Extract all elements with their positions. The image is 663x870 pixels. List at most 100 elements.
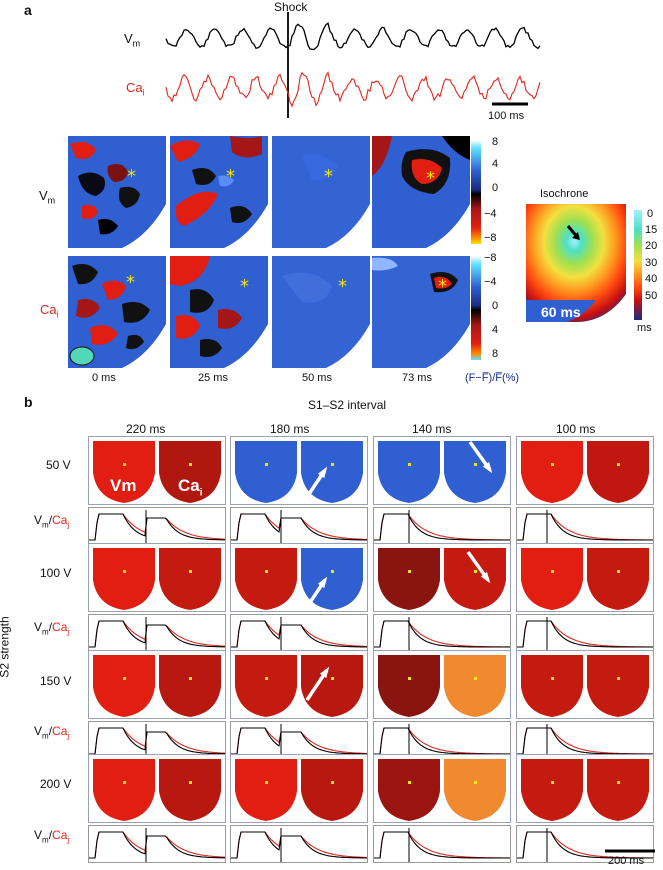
vm-cb-tick-4: −8 [484,232,497,244]
map-vm-label: V [39,188,48,203]
iso-tick-1: 15 [645,224,658,236]
map-row-label-cai: Cai [40,302,59,320]
recording-site-marker [408,677,411,680]
column-title: S1–S2 interval [308,398,387,412]
heart-shape [378,548,440,610]
heart-shape [587,759,649,821]
col-label-0: 220 ms [126,422,166,436]
recording-site-marker [617,677,620,680]
svg-text:*: * [126,272,135,293]
vm-trace [231,727,367,755]
svg-text:*: * [426,168,435,189]
heart-label-vm: Vm [110,476,137,495]
vm-trace-label: Vm [124,31,140,49]
scale-bar-a-label: 100 ms [488,110,525,122]
vm-cb-tick-1: 4 [492,158,499,170]
heart-map-cell [230,754,368,823]
map-vm-sub: m [47,195,56,206]
recording-site-marker [474,677,477,680]
recording-site-marker [189,677,192,680]
trace-cell [88,721,226,759]
cai-cb-tick-0: −8 [484,252,497,264]
heart-shape [444,655,506,717]
vm-map-73ms: * [372,136,470,248]
heart-label-cai-sub: i [199,487,203,499]
trace-cell [88,825,226,863]
trace-row-label-0: Vm/Caj [34,513,70,530]
col-label-3: 100 ms [556,422,596,436]
heart-shape [159,548,221,610]
heart-shape [93,759,155,821]
isochrone-inset-value: 60 ms [541,304,581,320]
vm-trace [517,620,653,648]
cai-cb-tick-3: 4 [492,324,499,336]
vm-trace [89,513,225,541]
heart-map-cell [88,650,226,719]
cai-map-25ms: * [170,256,268,368]
vm-cb-tick-2: 0 [492,182,499,194]
heart-shape [444,759,506,821]
heart-map-cell [373,754,511,823]
trace-cell [516,507,654,545]
heart-shape [587,441,649,503]
heart-shape [378,441,440,503]
vm-trace [374,831,510,859]
heart-shape [159,441,221,503]
time-label-3: 73 ms [402,372,432,384]
row-label-0: 50 V [46,458,71,472]
heart-map-cell [88,754,226,823]
panel-a-traces [165,12,541,118]
heart-map-cell [88,543,226,612]
shock-label: Shock [274,0,308,14]
recording-site-marker [189,463,192,466]
recording-site-marker [408,463,411,466]
panel-a-letter: a [24,2,32,18]
heart-shape [521,441,583,503]
trace-cell [373,825,511,863]
map-cai-label: Ca [40,302,57,317]
iso-tick-5: 50 [645,290,658,302]
iso-unit: ms [637,322,652,334]
svg-text:*: * [438,276,447,297]
trace-cell [373,614,511,652]
cai-sub: i [142,87,145,98]
recording-site-marker [474,570,477,573]
vm-trace [374,620,510,648]
col-label-1: 180 ms [270,422,310,436]
trace-row-label-2: Vm/Caj [34,724,70,741]
time-label-2: 50 ms [302,372,332,384]
heart-map-cell [88,436,226,505]
svg-text:*: * [338,276,347,297]
trace-cell [373,507,511,545]
cai-cb-tick-2: 0 [492,300,499,312]
vm-trace [517,513,653,541]
time-label-0: 0 ms [92,372,116,384]
recording-site-marker [331,570,334,573]
heart-shape [93,548,155,610]
heart-shape [521,548,583,610]
recording-site-marker [123,463,126,466]
scale-bar-b-label: 200 ms [608,855,645,867]
vm-map-0ms: * [68,136,166,248]
trace-cell [516,825,654,863]
vm-trace [89,727,225,755]
panel-b-letter: b [24,394,33,410]
vm-map-50ms: * [272,136,370,248]
vm-trace [374,513,510,541]
heart-shape [378,655,440,717]
trace-cell [373,721,511,759]
vm-trace [231,620,367,648]
recording-site-marker [189,781,192,784]
recording-site-marker [331,781,334,784]
trace-cell [88,507,226,545]
row-label-2: 150 V [40,674,72,688]
trace-cell [88,614,226,652]
heart-map-cell [373,436,511,505]
trace-cell [230,721,368,759]
vm-trace [89,831,225,859]
cai-map-50ms: * [272,256,370,368]
cai-trace-label: Cai [126,80,145,98]
